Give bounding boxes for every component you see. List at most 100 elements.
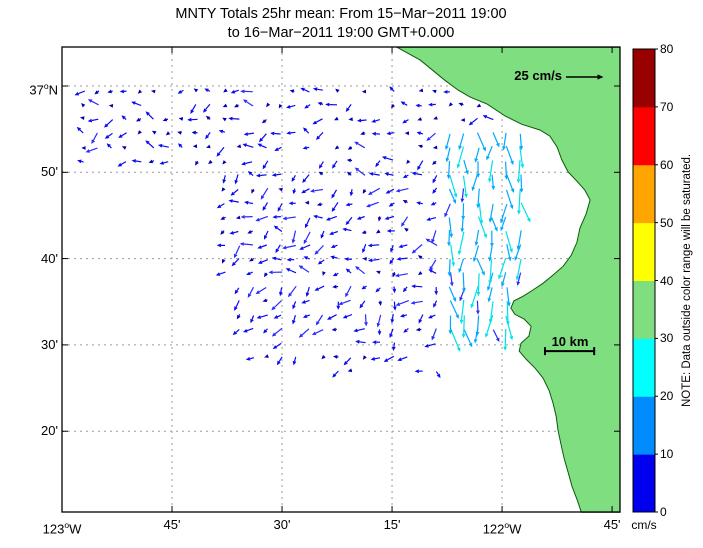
- current-vector-head: [460, 118, 465, 122]
- current-vector-shaft: [475, 147, 480, 159]
- current-vector-head: [474, 158, 479, 163]
- current-vector-shaft: [314, 188, 323, 192]
- current-vector-head: [215, 272, 221, 276]
- current-vector-shaft: [350, 189, 353, 193]
- current-vector-head: [417, 165, 421, 171]
- current-vector-head: [317, 260, 323, 265]
- current-vector-head: [335, 88, 340, 93]
- current-vector-head: [318, 171, 324, 176]
- current-vector-head: [488, 257, 492, 262]
- current-vector-head: [432, 160, 437, 165]
- current-vector-head: [292, 360, 297, 366]
- current-vector-head: [279, 291, 283, 297]
- current-vector-head: [148, 159, 154, 164]
- current-vector-shaft: [406, 328, 409, 331]
- current-vector-head: [331, 193, 336, 199]
- current-vector-head: [332, 272, 338, 277]
- current-vector-shaft: [433, 175, 438, 180]
- current-vector-head: [392, 346, 396, 351]
- current-vector-head: [266, 102, 271, 108]
- current-vector-head: [256, 315, 262, 319]
- current-vector-shaft: [520, 202, 530, 219]
- current-vector-head: [239, 242, 244, 246]
- current-vector-shaft: [249, 357, 255, 360]
- current-vector-shaft: [275, 258, 282, 261]
- current-vector-shaft: [364, 189, 366, 191]
- current-vector-shaft: [420, 202, 423, 205]
- current-vector-head: [316, 202, 322, 207]
- current-vector-shaft: [415, 173, 423, 176]
- current-vector-head: [303, 256, 308, 260]
- figure-title-line1: MNTY Totals 25hr mean: From 15−Mar−2011 …: [175, 6, 507, 22]
- current-vector-shaft: [430, 217, 437, 220]
- colorbar-segment: [633, 164, 655, 224]
- current-vector-head: [205, 115, 211, 120]
- current-vector-head: [488, 178, 492, 183]
- current-vector-shaft: [461, 188, 465, 199]
- current-vector-head: [222, 117, 227, 122]
- current-vector-shaft: [448, 229, 451, 243]
- current-vector-head: [178, 117, 184, 121]
- current-vector-shaft: [333, 201, 339, 209]
- current-vector-head: [229, 230, 234, 235]
- current-vector-shaft: [415, 285, 423, 288]
- current-vector-head: [334, 116, 339, 121]
- current-vector-head: [336, 305, 341, 310]
- current-vector-head: [151, 89, 156, 94]
- current-vector-shaft: [262, 187, 269, 197]
- current-vector-head: [271, 332, 277, 337]
- current-vector-head: [131, 159, 136, 163]
- current-vector-shaft: [518, 160, 521, 180]
- current-vector-head: [302, 145, 308, 150]
- current-vector-shaft: [448, 286, 455, 299]
- current-vector-shaft: [208, 118, 211, 120]
- current-vector-head: [310, 188, 315, 193]
- current-vector-head: [288, 292, 292, 298]
- current-vector-head: [342, 314, 348, 319]
- current-vector-head: [216, 243, 221, 248]
- current-vector-shaft: [377, 160, 381, 165]
- current-vector-head: [516, 179, 521, 184]
- current-vector-head: [445, 145, 449, 151]
- current-vector-shaft: [148, 113, 154, 120]
- current-vector-head: [426, 217, 431, 221]
- current-vector-head: [460, 228, 465, 233]
- current-vector-shaft: [307, 257, 310, 260]
- current-vector-shaft: [434, 202, 437, 205]
- current-vector-shaft: [449, 175, 456, 194]
- current-vector-shaft: [180, 145, 183, 148]
- current-vector-head: [378, 301, 382, 306]
- current-vector-shaft: [377, 287, 381, 291]
- current-vector-head: [356, 216, 362, 220]
- current-vector-shaft: [274, 132, 281, 135]
- current-vector-head: [396, 257, 401, 261]
- colorbar-tick-label: 50: [660, 215, 674, 230]
- current-vector-shaft: [346, 357, 352, 363]
- current-vector-head: [243, 132, 249, 136]
- current-vector-head: [334, 145, 340, 150]
- current-vector-head: [434, 291, 439, 296]
- current-vector-head: [446, 174, 451, 180]
- current-vector-shaft: [330, 314, 337, 319]
- current-vector-head: [425, 238, 431, 243]
- current-vector-shaft: [109, 145, 112, 149]
- current-vector-head: [243, 99, 248, 104]
- current-vector-shaft: [486, 314, 494, 334]
- current-vector-shaft: [463, 329, 472, 344]
- current-vector-head: [325, 102, 330, 107]
- current-vector-shaft: [245, 161, 253, 165]
- current-vector-head: [344, 257, 349, 261]
- colorbar-tick-label: 40: [660, 273, 674, 288]
- current-vector-shaft: [243, 243, 253, 246]
- current-vector-head: [347, 145, 353, 150]
- current-vector-shaft: [406, 201, 408, 204]
- current-vector-head: [347, 368, 353, 373]
- current-vector-head: [286, 131, 291, 135]
- x-tick-label: 45': [163, 517, 181, 532]
- current-vector-head: [486, 155, 490, 161]
- current-vector-shaft: [434, 160, 437, 163]
- current-vector-shaft: [391, 202, 395, 205]
- current-vector-head: [431, 335, 435, 341]
- current-vector-shaft: [518, 189, 521, 211]
- current-vector-head: [345, 202, 350, 207]
